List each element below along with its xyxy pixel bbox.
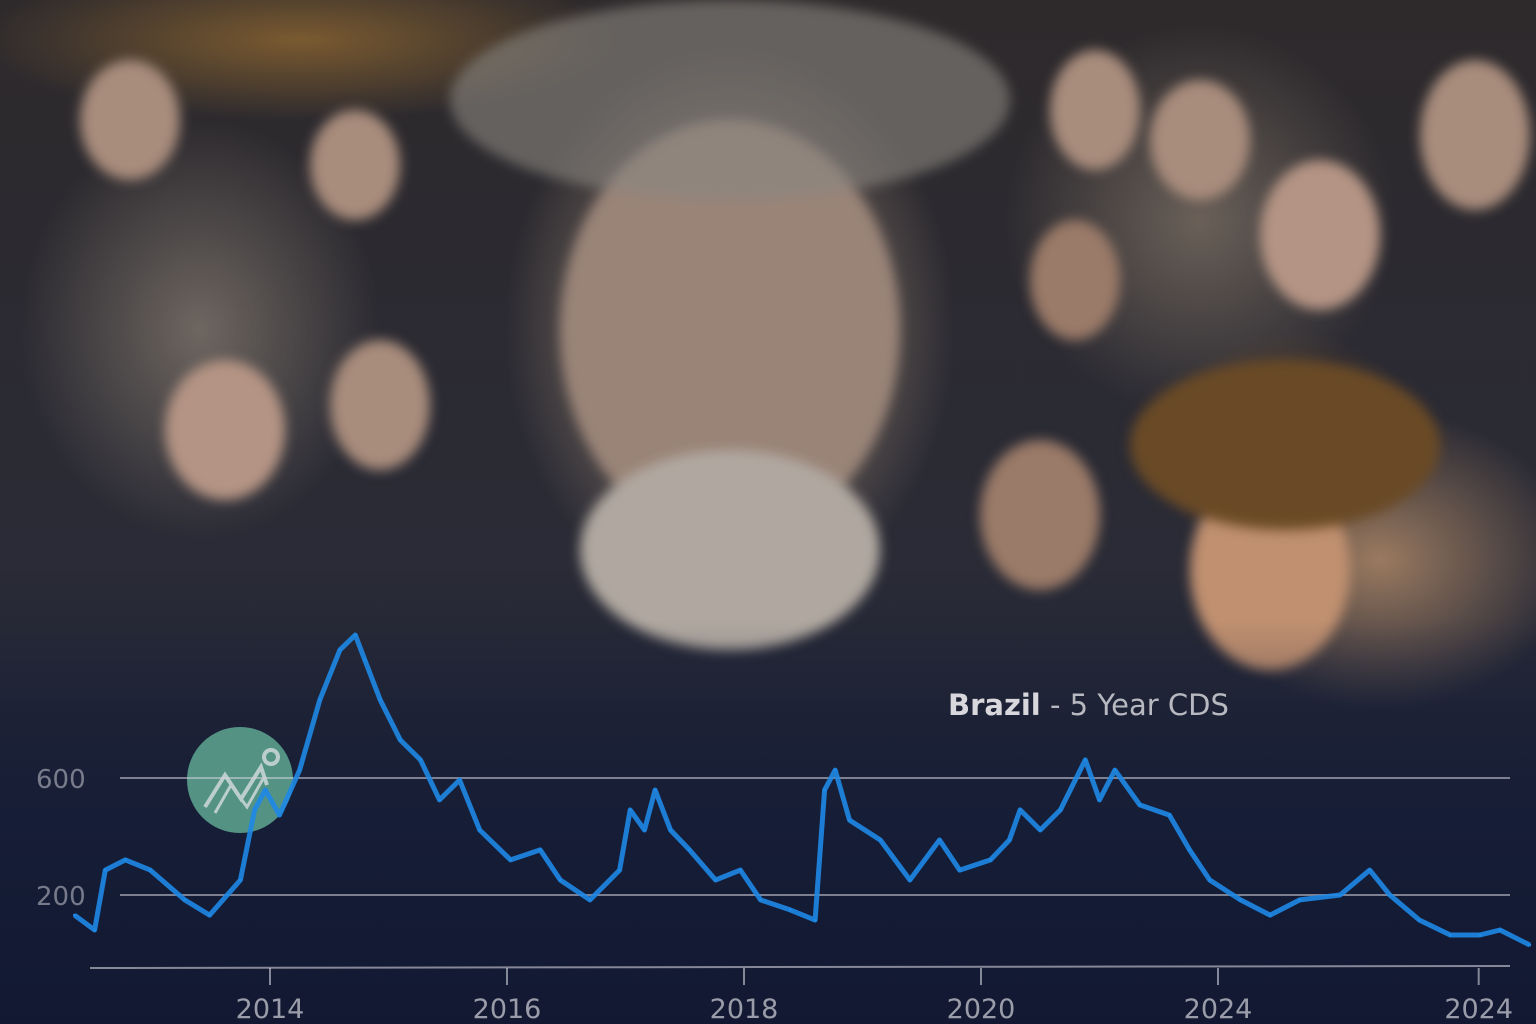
data-point [1188, 848, 1192, 852]
data-point [813, 918, 817, 922]
data-point [298, 768, 302, 772]
data-point [538, 848, 542, 852]
data-point [1368, 868, 1372, 872]
data-point [833, 768, 837, 772]
data-point [263, 788, 267, 792]
y-tick-label: 600 [36, 765, 86, 795]
data-point [208, 913, 212, 917]
data-point [687, 848, 691, 852]
x-axis-line [89, 965, 1511, 969]
data-point [788, 908, 792, 912]
data-point [1239, 898, 1243, 902]
beard [580, 450, 880, 650]
person-face [1420, 60, 1530, 210]
x-tick-label: 2016 [473, 994, 542, 1024]
person-face [1050, 50, 1140, 170]
data-point [353, 633, 357, 637]
data-point [1338, 893, 1342, 897]
data-point [908, 878, 912, 882]
person-face [310, 110, 400, 220]
chart-logo [187, 727, 293, 833]
woman-hair [1130, 360, 1440, 530]
data-point [558, 878, 562, 882]
data-point [823, 788, 827, 792]
title-series: - 5 Year CDS [1040, 688, 1229, 722]
data-point [938, 838, 942, 842]
title-country: Brazil [948, 688, 1041, 722]
series-line [73, 632, 1531, 948]
y-tick-label: 200 [36, 882, 86, 912]
data-point [148, 868, 152, 872]
person-face [1150, 80, 1250, 200]
data-point [669, 828, 673, 832]
x-tick-label: 2024 [1184, 994, 1253, 1024]
data-point [338, 648, 342, 652]
data-point [1113, 768, 1117, 772]
data-point [478, 828, 482, 832]
data-point [653, 788, 657, 792]
person-face [980, 440, 1100, 590]
data-point [1478, 933, 1482, 937]
chart-title: Brazil - 5 Year CDS [948, 688, 1229, 722]
data-point [1138, 803, 1142, 807]
data-point [1208, 878, 1212, 882]
data-point [72, 913, 76, 917]
data-point [437, 798, 441, 802]
data-point [1007, 838, 1011, 842]
data-point [1018, 808, 1022, 812]
person-face [330, 340, 430, 470]
data-point [1528, 943, 1532, 947]
data-point [183, 898, 187, 902]
data-point [628, 808, 632, 812]
x-tick-label: 2020 [947, 994, 1016, 1024]
data-point [1417, 918, 1421, 922]
data-point [253, 808, 257, 812]
hair [450, 0, 1010, 200]
data-point [398, 738, 402, 742]
data-point [103, 868, 107, 872]
data-point [1058, 808, 1062, 812]
person-face [80, 60, 180, 180]
data-point [714, 878, 718, 882]
data-point [759, 898, 763, 902]
data-point [878, 838, 882, 842]
data-point [988, 858, 992, 862]
data-point [847, 818, 851, 822]
data-point [1268, 913, 1272, 917]
x-tick-label: 2024 [1444, 994, 1513, 1024]
data-point [958, 868, 962, 872]
person-face [165, 360, 285, 500]
data-point [1448, 933, 1452, 937]
data-point [642, 828, 646, 832]
data-point [93, 928, 97, 932]
data-point [1388, 893, 1392, 897]
data-point [1298, 898, 1302, 902]
data-point [509, 858, 513, 862]
x-tick-label: 2018 [710, 994, 779, 1024]
rising-chart-icon [203, 748, 280, 814]
data-point [1038, 828, 1042, 832]
data-point [1167, 813, 1171, 817]
data-point [458, 778, 462, 782]
data-point [588, 898, 592, 902]
data-point [318, 698, 322, 702]
data-point [1083, 758, 1087, 762]
data-point [238, 878, 242, 882]
data-point [378, 698, 382, 702]
data-point [738, 868, 742, 872]
person-face [1260, 160, 1380, 310]
data-point [1498, 928, 1502, 932]
data-point [418, 758, 422, 762]
x-tick-label: 2014 [236, 994, 305, 1024]
data-point [363, 658, 367, 662]
data-point [277, 813, 281, 817]
data-point [123, 858, 127, 862]
data-point [618, 868, 622, 872]
person-face [1030, 220, 1120, 340]
data-point [1098, 798, 1101, 802]
